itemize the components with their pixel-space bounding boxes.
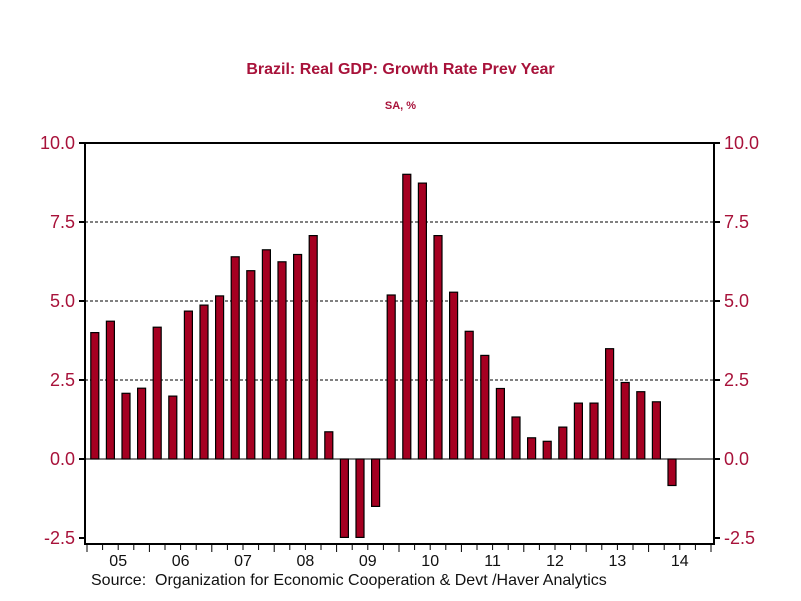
- bar-2007Q4: [261, 249, 271, 460]
- bar-2013Q3: [620, 381, 630, 460]
- x-tick-label: 07: [234, 553, 252, 570]
- bar-2013Q2: [604, 348, 615, 460]
- x-tick-label: 10: [421, 553, 439, 570]
- gridlines: [85, 221, 714, 381]
- y-tick-label-left: -2.5: [44, 528, 75, 548]
- y-tick-label-left: 2.5: [50, 370, 75, 390]
- x-axis: 05 06 07 08 09 10 11 12 13 14: [86, 545, 712, 570]
- bar-2011Q1: [464, 330, 474, 460]
- x-tick-label: 09: [359, 553, 377, 570]
- bar-2006Q4: [199, 304, 209, 460]
- bar-2010Q1: [402, 173, 412, 460]
- bar-2007Q3: [246, 270, 256, 460]
- bar-2012Q2: [542, 440, 552, 460]
- bar-2011Q3: [495, 387, 505, 460]
- y-tick-label-right: 5.0: [724, 291, 749, 311]
- y-tick-label-right: 7.5: [724, 212, 749, 232]
- bar-2011Q2: [480, 354, 490, 460]
- y-tick-label-right: 2.5: [724, 370, 749, 390]
- bar-2005Q4: [137, 387, 147, 460]
- y-tick-label-right: 10.0: [724, 133, 759, 153]
- x-tick-label: 08: [297, 553, 315, 570]
- plot-frame: [84, 142, 715, 545]
- y-tick-label-right: -2.5: [724, 528, 755, 548]
- bar-2008Q4: [324, 431, 334, 460]
- bar-2012Q1: [526, 437, 537, 460]
- bar-2005Q3: [121, 392, 131, 460]
- chart-subtitle: SA, %: [384, 100, 417, 112]
- bar-2006Q3: [183, 310, 193, 460]
- bar-2007Q2: [230, 256, 240, 460]
- x-tick-label: 14: [671, 553, 689, 570]
- x-tick-label: 12: [546, 553, 564, 570]
- bar-2013Q4: [636, 391, 646, 460]
- bar-2010Q3: [433, 235, 443, 460]
- bar-2009Q4: [386, 294, 396, 460]
- bar-2006Q2: [168, 395, 178, 460]
- y-tick-label-left: 10.0: [40, 133, 75, 153]
- y-tick-label-left: 7.5: [50, 212, 75, 232]
- y-tick-label-right: 0.0: [724, 449, 749, 469]
- y-tick-label-left: 5.0: [50, 291, 75, 311]
- bar-2007Q1: [215, 295, 225, 460]
- bar-2012Q3: [558, 426, 568, 460]
- bar-2005Q1: [90, 332, 100, 460]
- y-axis-left: -2.5 0.0 2.5 5.0 7.5 10.0: [40, 133, 85, 548]
- bar-2009Q1: [339, 458, 349, 539]
- bar-2008Q2: [293, 253, 303, 460]
- y-axis-right: -2.5 0.0 2.5 5.0 7.5 10.0: [714, 133, 759, 548]
- x-tick-label: 13: [609, 553, 627, 570]
- bar-2010Q4: [449, 291, 459, 460]
- x-tick-label: 06: [172, 553, 190, 570]
- bar-2006Q1: [152, 326, 162, 460]
- bar-2013Q1: [589, 402, 599, 460]
- source-note: Source: Organization for Economic Cooper…: [91, 572, 607, 589]
- bar-2009Q2: [355, 458, 365, 539]
- chart-title: Brazil: Real GDP: Growth Rate Prev Year: [246, 61, 555, 78]
- bar-2008Q1: [277, 261, 287, 460]
- bar-2011Q4: [511, 416, 521, 460]
- y-tick-label-left: 0.0: [50, 449, 75, 469]
- bar-2012Q4: [573, 402, 584, 460]
- bar-2008Q3: [308, 235, 318, 460]
- x-tick-label: 11: [484, 553, 501, 570]
- bar-2014Q1: [651, 401, 662, 460]
- bar-2010Q2: [417, 182, 427, 460]
- bar-2005Q2: [105, 320, 116, 460]
- x-tick-label: 05: [109, 553, 127, 570]
- bars: [90, 173, 677, 539]
- bar-2014Q2: [667, 458, 677, 487]
- bar-2009Q3: [371, 458, 381, 508]
